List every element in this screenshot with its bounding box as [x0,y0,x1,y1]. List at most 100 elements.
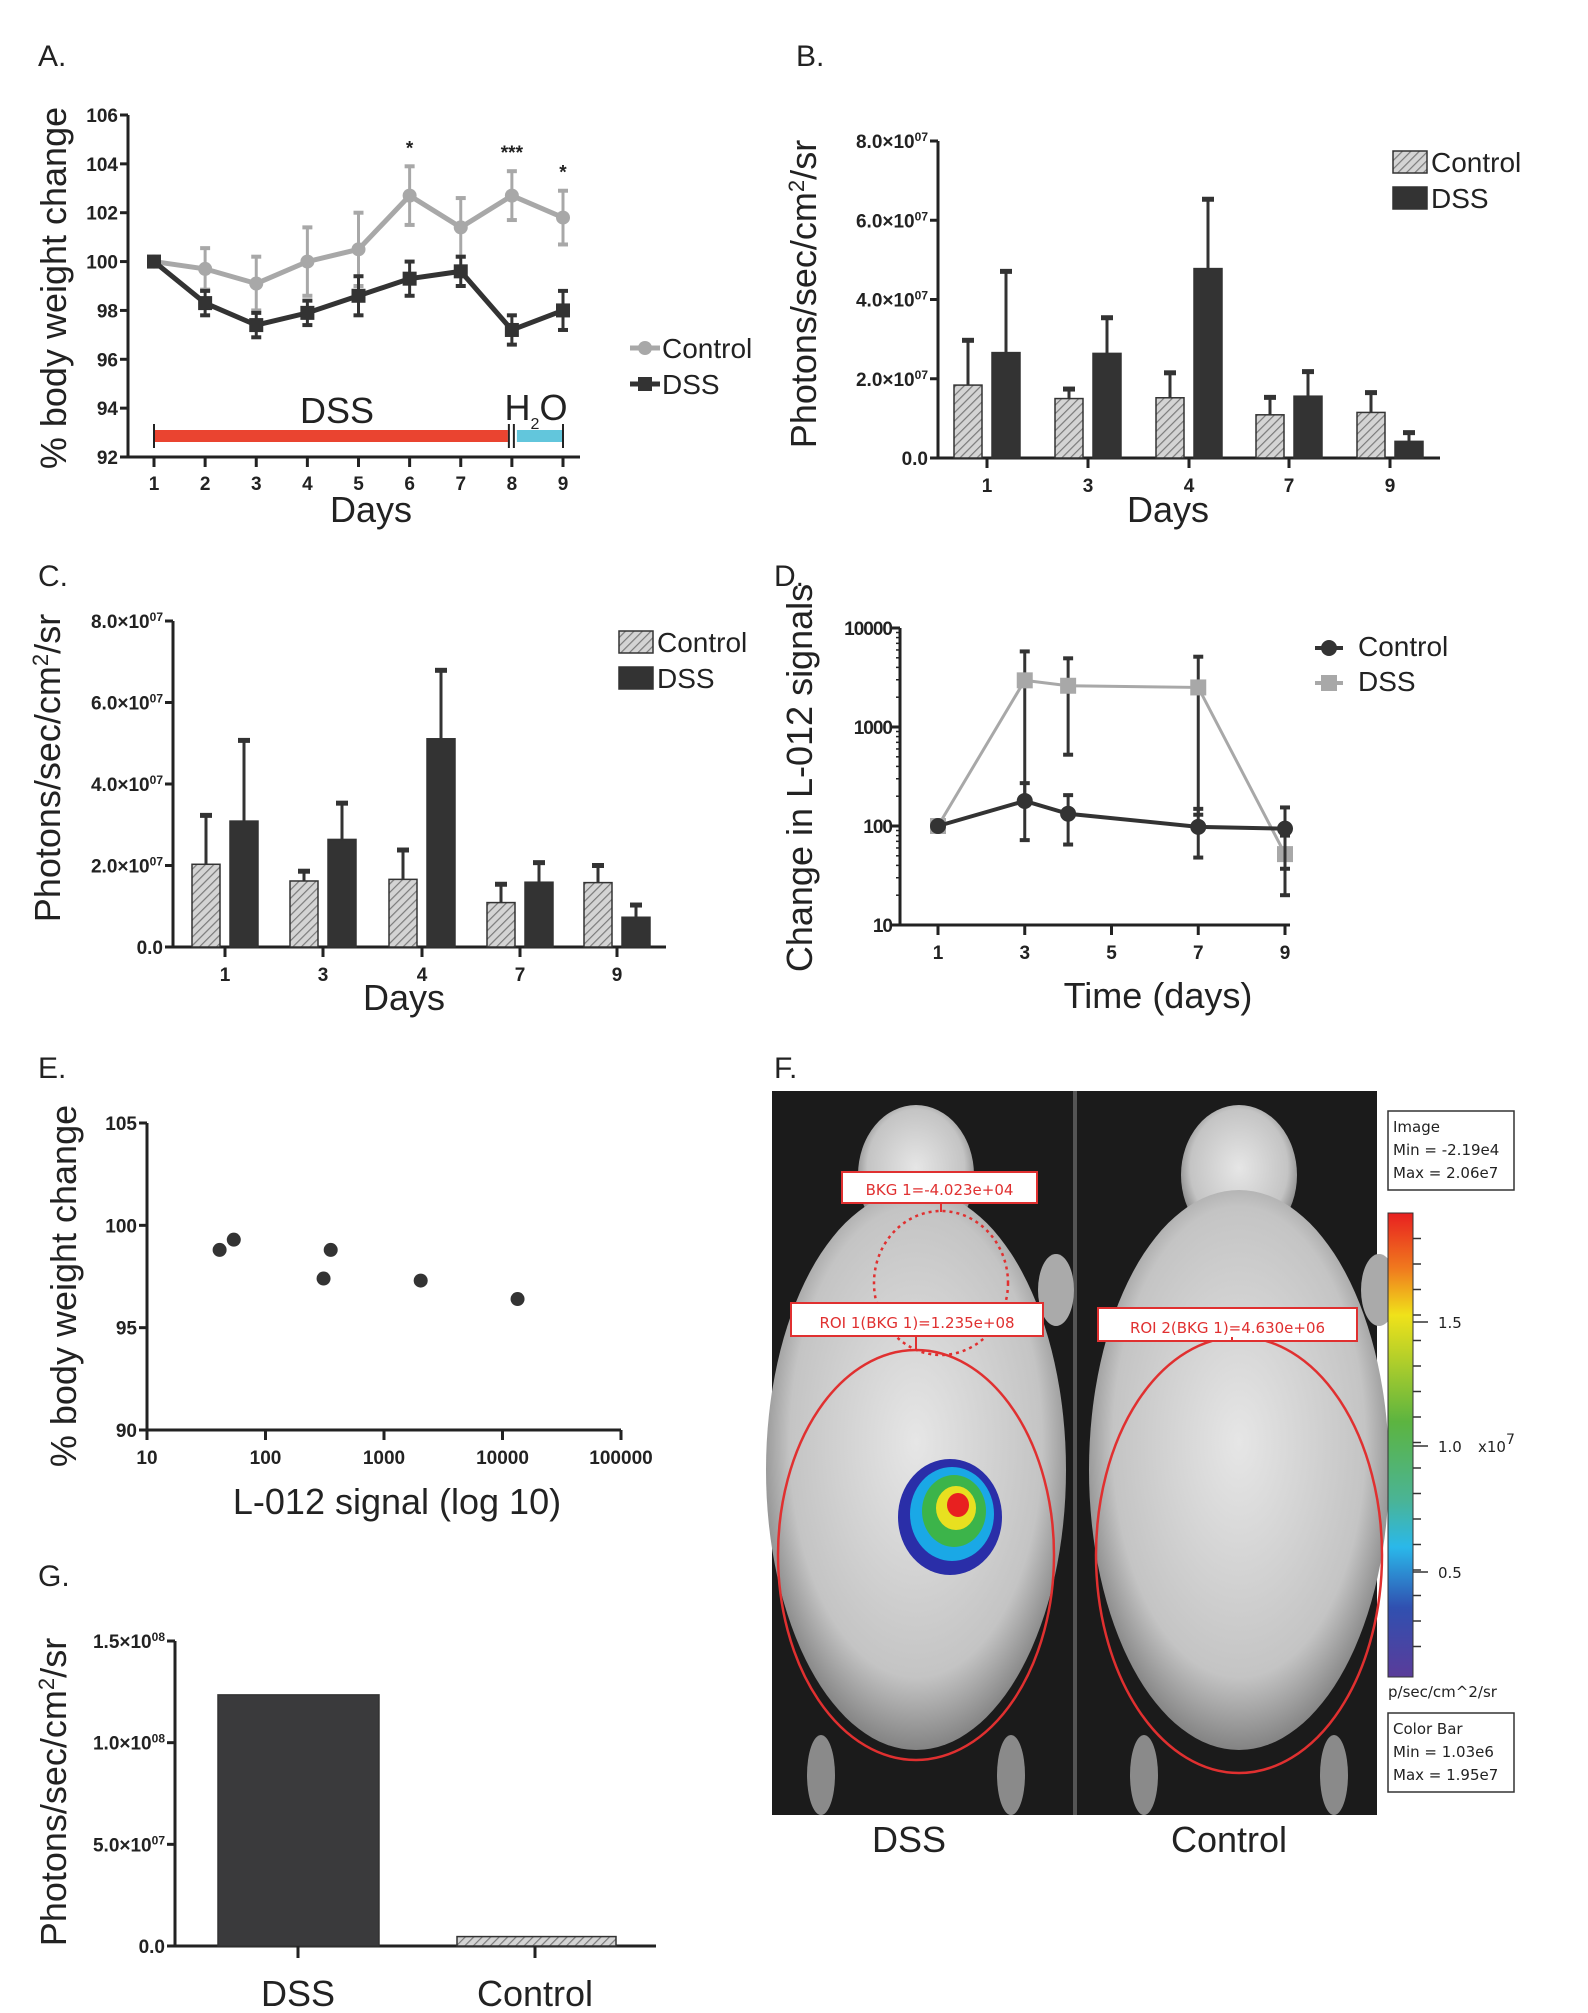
bar-dss [991,351,1021,459]
bar-dss [426,738,456,948]
label-part: 2.0×10 [856,370,915,391]
y-tick-label: 96 [97,350,118,371]
legend-label: DSS [1431,183,1489,214]
legend-label: DSS [1358,666,1416,697]
legend-marker [1321,640,1337,656]
bar-control [388,878,418,948]
y-tick-label: 0.0 [139,1937,165,1958]
y-tick-label: 10 [873,916,893,937]
y-tick-label: 100 [86,253,118,274]
colorbar-range-box-line: Min = 1.03e6 [1393,1743,1494,1761]
data-point [249,318,264,333]
legend-swatch [1392,150,1428,174]
mouse-leg [1130,1735,1158,1815]
color-bar-tick-label: 0.5 [1438,1564,1462,1582]
x-tick-label: 3 [1083,476,1094,497]
exponent: 07 [152,1833,166,1847]
data-point [300,254,315,269]
image-range-box-line: Max = 2.06e7 [1393,1164,1498,1182]
series-control [147,164,570,313]
data-point [226,1232,241,1247]
roi-2-label-box [1097,1307,1358,1342]
y-axis-title: % body weight change [33,107,74,469]
panel-e: E. 90 95 100 105 10 100 1000 10000 100000 L-012 si… [38,1052,653,1522]
y-tick-label: 2.0×1007 [856,368,928,391]
y-axis-title: Change in L-012 signals [779,584,820,972]
x-tick-label: 3 [251,474,262,495]
y-tick-label: 8.0×1007 [856,130,928,153]
data-point [351,242,366,257]
color-bar-scale: x107 [1478,1432,1515,1456]
mouse-body [1089,1190,1389,1750]
legend-swatch [618,630,654,654]
data-point [1060,677,1077,694]
bkg-ellipse [872,1209,1010,1357]
label-part: 1.0×10 [93,1734,152,1755]
legend-label: Control [657,627,747,658]
x-tick-label: 5 [1106,943,1117,964]
bar-control [456,1935,617,1947]
legend-marker [638,341,652,355]
bar-control [1255,414,1285,459]
x-tick-label: 7 [515,965,526,986]
luminescence-signal [898,1459,1002,1575]
x-tick-label: 4 [417,965,428,986]
bar-dss [1092,352,1122,459]
y-tick-label: 6.0×1007 [856,209,928,232]
y-axis-title: Photons/sec/cm2/sr [33,1638,74,1946]
image-range-box [1387,1110,1515,1191]
y-tick-label: 100 [105,1216,137,1237]
label-part: 0.0 [139,1937,165,1958]
data-point [930,818,946,834]
data-point [453,220,468,235]
x-tick-label: 2 [200,474,211,495]
y-tick-label: 2.0×1007 [91,855,163,878]
y-tick-label: 4.0×1007 [856,289,928,312]
panel-label: A. [38,40,66,73]
bar-control [289,880,319,948]
data-point [212,1242,227,1257]
panel-f: F. BKG 1=-4.023e+04 ROI 1(BKG 1)=1.235e+08… [766,1052,1515,1860]
image-range-box-line: Image [1393,1118,1440,1136]
bar-control [1054,397,1084,459]
x-tick-label: 1 [149,474,160,495]
color-bar-tick-label: 1.5 [1438,1314,1462,1332]
superscript: 2 [34,1678,59,1690]
label-part: 8.0×10 [91,612,150,633]
y-tick-label: 1000 [854,718,893,739]
x-tick-label: 1 [220,965,231,986]
y-tick-label: 1.0×1008 [93,1732,165,1755]
x-tick-label: 3 [318,965,329,986]
label-part: /sr [783,140,824,180]
x-tick-label: 4 [1184,476,1195,497]
colorbar-range-box [1387,1712,1515,1793]
signal-contour [947,1493,969,1517]
color-bar [1387,1212,1414,1678]
y-tick-label: 94 [97,399,119,420]
label-part: O [539,387,567,428]
dss-treatment-bar [154,430,508,442]
x-tick-label: 9 [1385,476,1396,497]
bar-dss [229,820,259,948]
legend-marker [1321,675,1337,691]
exponent: 07 [915,209,929,223]
label-part: H [505,387,531,428]
x-axis-title: Days [330,489,412,530]
y-tick-label: 92 [97,448,118,469]
x-axis-title: Time (days) [1064,975,1253,1016]
panel-d: D. 10 100 1000 10000 1 3 5 7 9 Time (days) Change i… [774,560,1448,1016]
legend-label: Control [1431,147,1521,178]
label-part: Photons/sec/cm [33,1690,74,1946]
y-tick-label: 10000 [844,619,892,640]
y-tick-label: 6.0×1007 [91,692,163,715]
bar-dss [1394,440,1424,459]
y-axis-title: Photons/sec/cm2/sr [27,614,68,922]
y-tick-label: 0.0 [137,938,163,959]
mouse-paw [1038,1254,1074,1326]
bar-control [953,384,983,459]
x-tick-label: 3 [1019,943,1030,964]
label-part: /sr [27,614,68,654]
mouse-leg [807,1735,835,1815]
